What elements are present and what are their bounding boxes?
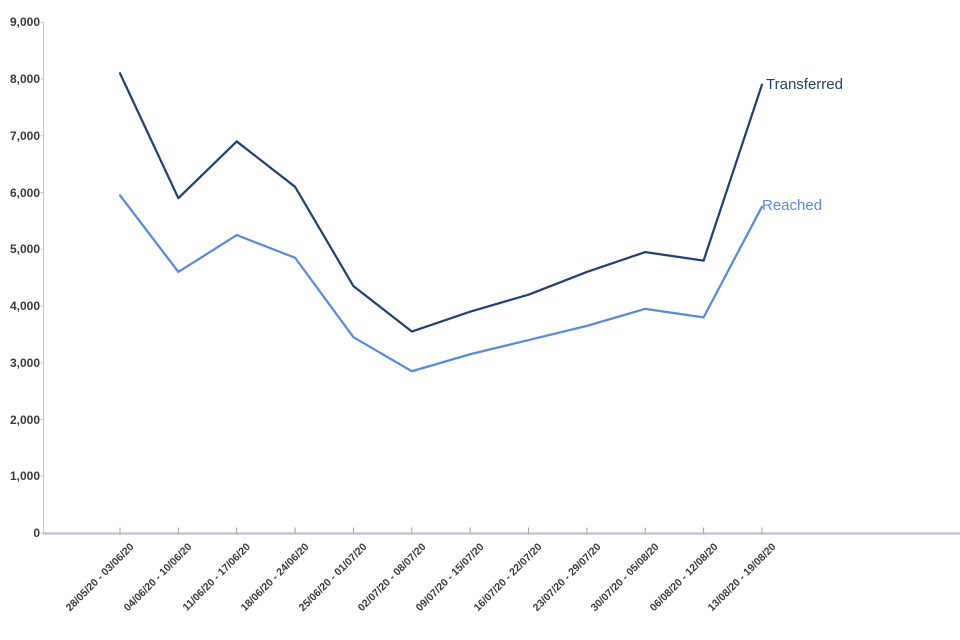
y-axis-tick-label: 6,000: [9, 185, 40, 200]
series-label-reached: Reached: [762, 197, 823, 214]
y-axis-tick-label: 2,000: [9, 412, 40, 427]
y-axis-tick-label: 4,000: [9, 299, 40, 313]
series-label-transferred: Transferred: [766, 76, 843, 93]
y-axis-tick-label: 8,000: [9, 72, 40, 86]
y-axis-tick-label: 9,000: [9, 15, 40, 30]
transferred-line: [118, 72, 764, 333]
y-axis-tick-label: 7,000: [9, 128, 40, 143]
y-axis-tick-label: 0: [33, 526, 40, 540]
y-axis-tick-label: 5,000: [9, 242, 40, 257]
y-axis-tick-label: 3,000: [9, 355, 40, 370]
reached-line: [118, 194, 764, 373]
y-axis-tick-label: 1,000: [9, 469, 40, 484]
